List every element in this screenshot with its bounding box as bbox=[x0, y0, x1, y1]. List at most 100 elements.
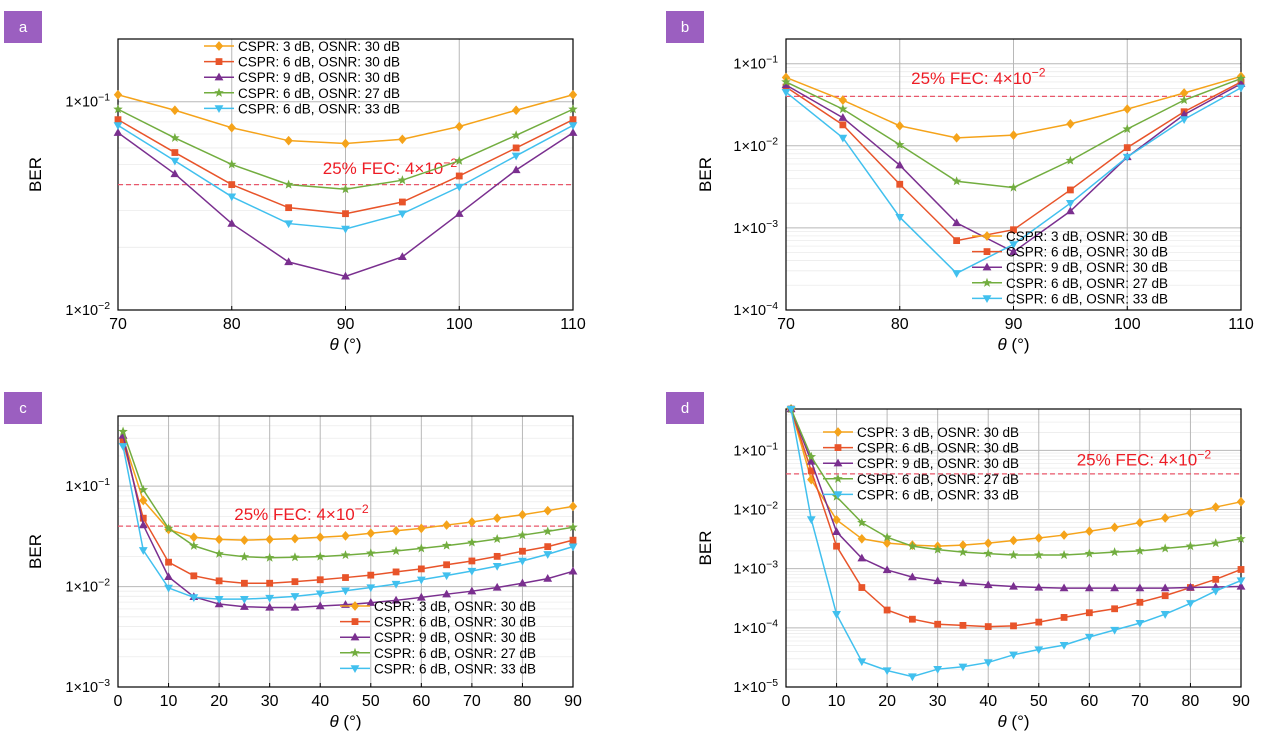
data-point bbox=[1066, 119, 1075, 129]
data-point bbox=[1122, 153, 1132, 162]
legend-entry: CSPR: 6 dB, OSNR: 33 dB bbox=[1006, 291, 1168, 306]
data-point bbox=[894, 139, 905, 149]
data-point bbox=[1110, 583, 1120, 592]
panel-badge-letter: d bbox=[681, 400, 689, 417]
legend-marker bbox=[983, 248, 991, 255]
panel-badge-letter: c bbox=[19, 400, 27, 417]
data-point bbox=[239, 551, 250, 561]
series-5 bbox=[118, 443, 578, 604]
data-point bbox=[397, 252, 407, 260]
panel-badge: a bbox=[4, 11, 42, 43]
data-point bbox=[1009, 241, 1018, 249]
x-tick-label: 110 bbox=[560, 316, 586, 333]
data-point bbox=[517, 530, 528, 540]
data-point bbox=[215, 577, 223, 585]
data-point bbox=[139, 495, 148, 506]
data-point bbox=[1009, 651, 1018, 660]
data-point bbox=[907, 572, 917, 581]
data-point bbox=[952, 218, 962, 227]
legend-marker bbox=[350, 632, 360, 641]
series-1 bbox=[113, 89, 578, 149]
data-point bbox=[806, 456, 816, 465]
data-point bbox=[165, 558, 172, 566]
data-point bbox=[190, 572, 198, 580]
data-point bbox=[838, 113, 848, 121]
x-tick-label: 70 bbox=[1131, 693, 1149, 710]
data-point bbox=[171, 149, 179, 156]
y-tick-label: 1×10−1 bbox=[65, 93, 110, 111]
legend-entry: CSPR: 6 dB, OSNR: 27 dB bbox=[857, 472, 1019, 487]
series-5 bbox=[781, 84, 1246, 278]
data-point bbox=[1009, 535, 1018, 546]
data-point bbox=[953, 237, 961, 245]
data-point bbox=[857, 517, 867, 527]
data-point bbox=[807, 474, 816, 485]
data-point bbox=[1236, 73, 1246, 83]
data-point bbox=[416, 576, 426, 585]
data-point bbox=[397, 210, 407, 219]
x-tick-label: 10 bbox=[160, 693, 178, 710]
data-point bbox=[1059, 583, 1069, 592]
data-point bbox=[397, 175, 408, 185]
data-point bbox=[240, 579, 248, 587]
data-point bbox=[284, 135, 293, 146]
x-tick-label: 80 bbox=[514, 693, 532, 710]
panel-badge-letter: a bbox=[19, 19, 28, 36]
data-point bbox=[417, 565, 425, 573]
data-point bbox=[290, 602, 300, 611]
data-point bbox=[1179, 95, 1189, 105]
data-point bbox=[543, 505, 552, 516]
data-point bbox=[1179, 116, 1189, 124]
data-point bbox=[189, 540, 199, 550]
chart-panel-a: a 70 80 90 100 110 1×10−1 1×10−2 θ (°) BER 25% FEC… bbox=[4, 11, 586, 354]
data-point bbox=[1160, 513, 1170, 523]
legend-marker bbox=[214, 41, 224, 51]
data-point bbox=[340, 550, 351, 560]
data-point bbox=[492, 533, 502, 544]
data-point bbox=[932, 544, 943, 554]
data-point bbox=[264, 552, 275, 562]
y-tick-label: 1×10−1 bbox=[733, 441, 778, 459]
x-tick-label: 0 bbox=[782, 693, 791, 710]
data-point bbox=[786, 405, 796, 414]
y-tick-label: 1×10−5 bbox=[733, 678, 778, 696]
data-point bbox=[1236, 496, 1246, 507]
data-point bbox=[807, 467, 815, 475]
data-point bbox=[392, 568, 400, 576]
data-point bbox=[1236, 84, 1246, 93]
data-point bbox=[1034, 533, 1043, 543]
series-line bbox=[122, 438, 574, 541]
legend-marker bbox=[833, 491, 843, 500]
data-point bbox=[113, 128, 123, 136]
data-point bbox=[896, 180, 904, 188]
data-point bbox=[952, 270, 962, 278]
data-point bbox=[1211, 587, 1221, 596]
data-point bbox=[214, 595, 224, 604]
data-point bbox=[1084, 633, 1094, 642]
plot-frame bbox=[785, 408, 1242, 688]
data-point bbox=[454, 183, 464, 192]
data-point bbox=[908, 615, 916, 623]
data-point bbox=[882, 532, 892, 542]
panel-badge: d bbox=[666, 392, 704, 424]
x-tick-label: 50 bbox=[362, 693, 380, 710]
panel-badge: c bbox=[4, 392, 42, 424]
x-tick-label: 100 bbox=[1114, 316, 1141, 333]
x-axis-label: θ (°) bbox=[997, 335, 1029, 354]
legend-marker bbox=[982, 262, 992, 271]
data-point bbox=[882, 667, 892, 676]
data-point bbox=[398, 134, 407, 145]
x-tick-label: 90 bbox=[1232, 693, 1250, 710]
data-point bbox=[895, 214, 905, 222]
fec-threshold-label: 25% FEC: 4×10−2 bbox=[234, 502, 369, 524]
x-tick-label: 80 bbox=[891, 316, 909, 333]
data-point bbox=[113, 122, 123, 130]
data-point bbox=[1009, 581, 1018, 590]
data-point bbox=[455, 121, 464, 132]
y-axis-label: BER bbox=[26, 157, 45, 192]
legend-entry: CSPR: 3 dB, OSNR: 30 dB bbox=[374, 599, 536, 614]
data-point bbox=[492, 582, 502, 591]
data-point bbox=[1160, 583, 1170, 592]
